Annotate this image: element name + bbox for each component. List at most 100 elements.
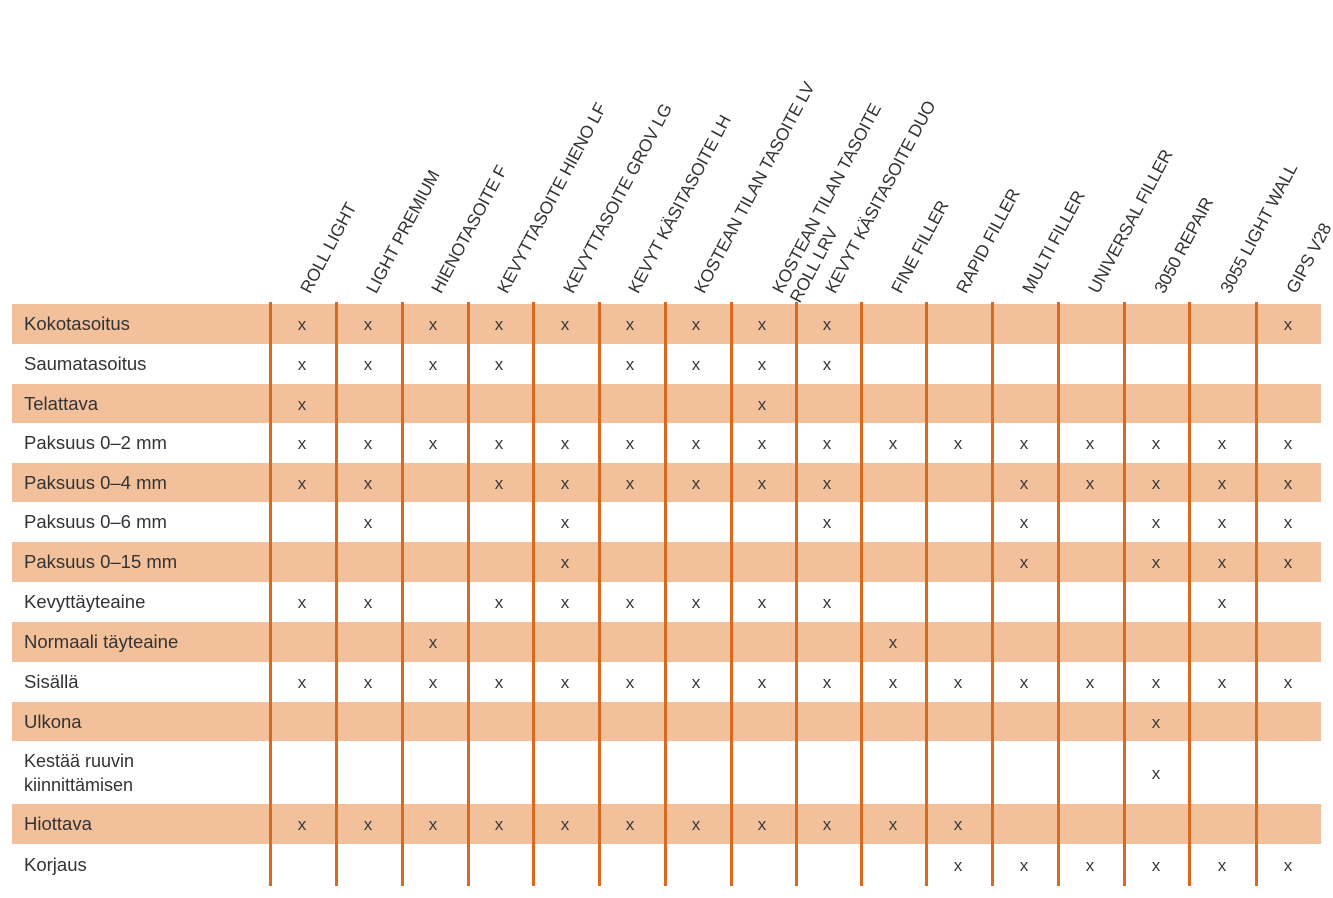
- column-divider: [925, 302, 928, 886]
- check-mark: x: [297, 593, 307, 612]
- check-mark: x: [363, 593, 373, 612]
- check-mark: x: [1151, 856, 1161, 875]
- product-header: KEVYTTASOITE HIENO LF: [493, 99, 611, 297]
- product-header: 3050 REPAIR: [1150, 193, 1218, 297]
- column-divider: [795, 302, 798, 886]
- row-band: [12, 804, 1321, 844]
- check-mark: x: [297, 473, 307, 493]
- column-divider: [1188, 302, 1191, 886]
- check-mark: x: [757, 815, 767, 834]
- check-mark: x: [560, 434, 570, 453]
- check-mark: x: [1151, 513, 1161, 532]
- check-mark: x: [363, 355, 373, 374]
- row-band: [12, 384, 1321, 423]
- check-mark: x: [494, 815, 504, 834]
- check-mark: x: [297, 815, 307, 834]
- check-mark: x: [363, 434, 373, 453]
- check-mark: x: [822, 815, 832, 834]
- row-band: [12, 702, 1321, 741]
- check-mark: x: [1151, 553, 1161, 572]
- check-mark: x: [1217, 553, 1227, 572]
- check-mark: x: [625, 434, 635, 453]
- check-mark: x: [888, 673, 898, 692]
- check-mark: x: [691, 355, 701, 374]
- check-mark: x: [953, 673, 963, 692]
- check-mark: x: [1283, 473, 1293, 493]
- check-mark: x: [560, 473, 570, 493]
- row-label: Paksuus 0–15 mm: [24, 551, 178, 572]
- check-mark: x: [1217, 473, 1227, 493]
- check-mark: x: [1151, 434, 1161, 453]
- check-mark: x: [822, 593, 832, 612]
- column-divider: [401, 302, 404, 886]
- column-divider: [269, 302, 272, 886]
- check-mark: x: [1019, 673, 1029, 692]
- product-header: FINE FILLER: [887, 197, 953, 297]
- column-divider: [730, 302, 733, 886]
- row-label: Paksuus 0–6 mm: [24, 511, 167, 532]
- row-band: [12, 542, 1321, 582]
- check-mark: x: [757, 315, 767, 334]
- check-mark: x: [560, 673, 570, 692]
- row-label: Paksuus 0–2 mm: [24, 432, 167, 453]
- check-mark: x: [560, 815, 570, 834]
- check-mark: x: [1085, 673, 1095, 692]
- product-header: RAPID FILLER: [952, 185, 1024, 297]
- check-mark: x: [297, 315, 307, 334]
- check-mark: x: [428, 673, 438, 692]
- row-label: Sisällä: [24, 671, 79, 692]
- check-mark: x: [494, 593, 504, 612]
- row-label: Normaali täyteaine: [24, 631, 179, 652]
- check-mark: x: [691, 815, 701, 834]
- row-band: [12, 304, 1321, 344]
- check-mark: x: [297, 355, 307, 374]
- column-divider: [664, 302, 667, 886]
- check-mark: x: [1019, 513, 1029, 532]
- check-mark: x: [297, 394, 307, 414]
- check-mark: x: [494, 473, 504, 493]
- check-mark: x: [1217, 673, 1227, 692]
- check-mark: x: [888, 434, 898, 453]
- check-mark: x: [757, 434, 767, 453]
- row-band: [12, 463, 1321, 502]
- check-mark: x: [625, 593, 635, 612]
- check-mark: x: [1283, 553, 1293, 572]
- check-mark: x: [822, 673, 832, 692]
- check-mark: x: [625, 815, 635, 834]
- check-mark: x: [757, 473, 767, 493]
- check-mark: x: [428, 815, 438, 834]
- check-mark: x: [822, 315, 832, 334]
- check-mark: x: [953, 434, 963, 453]
- check-mark: x: [822, 473, 832, 493]
- check-mark: x: [297, 434, 307, 453]
- row-label: Kevyttäyteaine: [24, 591, 146, 612]
- check-mark: x: [494, 315, 504, 334]
- check-mark: x: [428, 355, 438, 374]
- row-label: Ulkona: [24, 710, 82, 732]
- check-mark: x: [363, 473, 373, 493]
- check-mark: x: [428, 434, 438, 453]
- check-mark: x: [1283, 673, 1293, 692]
- row-label: Hiottava: [24, 813, 92, 834]
- check-mark: x: [363, 673, 373, 692]
- check-mark: x: [1217, 513, 1227, 532]
- product-header: MULTI FILLER: [1018, 187, 1089, 297]
- column-divider: [467, 302, 470, 886]
- check-mark: x: [953, 856, 963, 875]
- check-mark: x: [1283, 315, 1293, 334]
- check-mark: x: [1283, 856, 1293, 875]
- row-band: [12, 622, 1321, 662]
- column-divider: [860, 302, 863, 886]
- check-mark: x: [822, 355, 832, 374]
- check-mark: x: [757, 673, 767, 692]
- check-mark: x: [757, 355, 767, 374]
- check-mark: x: [560, 513, 570, 532]
- check-mark: x: [691, 593, 701, 612]
- check-mark: x: [1151, 763, 1161, 783]
- check-mark: x: [1085, 434, 1095, 453]
- check-mark: x: [1019, 473, 1029, 493]
- check-mark: x: [428, 633, 438, 652]
- check-mark: x: [1217, 856, 1227, 875]
- check-mark: x: [1217, 593, 1227, 612]
- check-mark: x: [888, 633, 898, 652]
